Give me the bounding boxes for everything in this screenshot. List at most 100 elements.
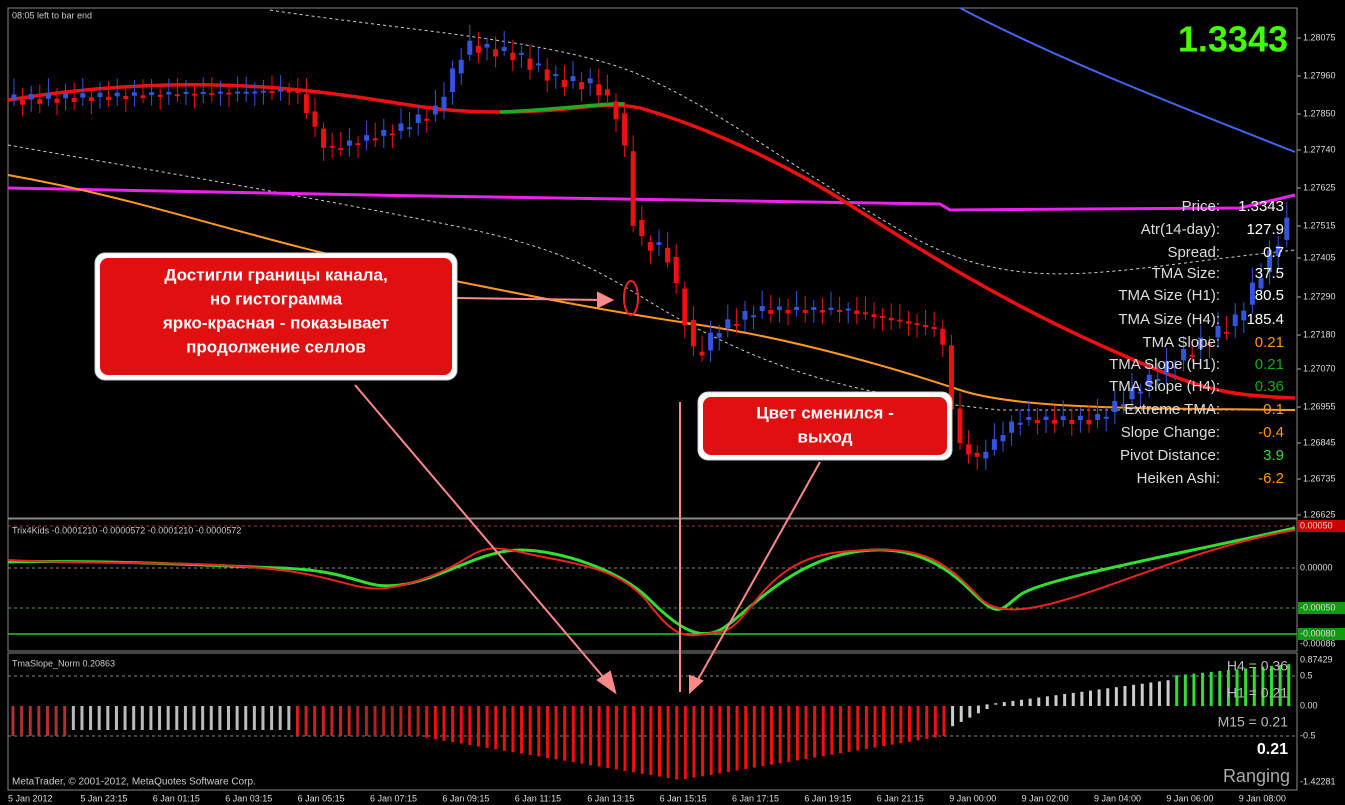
candle-body bbox=[11, 94, 17, 101]
arrowhead bbox=[689, 674, 704, 695]
bar-timer: 08:05 left to bar end bbox=[12, 10, 92, 20]
candle-body bbox=[226, 92, 232, 95]
candle-body bbox=[295, 90, 301, 93]
annotation-text: Достигли границы канала, bbox=[164, 265, 387, 284]
info-value: 0.36 bbox=[1255, 378, 1284, 395]
annotation-text: Цвет сменился - bbox=[756, 403, 893, 422]
info-value: -0.4 bbox=[1258, 424, 1284, 441]
price-label: 1.27070 bbox=[1303, 363, 1336, 373]
axis-badge bbox=[1298, 628, 1345, 640]
candle-body bbox=[1000, 435, 1006, 442]
candle-body bbox=[475, 45, 481, 53]
candle-body bbox=[794, 306, 800, 310]
candle-body bbox=[45, 93, 51, 99]
candle-body bbox=[54, 98, 60, 103]
copyright: MetaTrader, © 2001-2012, MetaQuotes Soft… bbox=[12, 777, 256, 788]
info-label: Spread: bbox=[1167, 244, 1220, 261]
indicator-axis-label: 0.00050 bbox=[1300, 520, 1333, 530]
candle-body bbox=[450, 68, 456, 93]
slope-h4: H4 = 0.36 bbox=[1227, 658, 1288, 674]
arrow bbox=[694, 461, 821, 686]
info-label: TMA Slope (H4): bbox=[1109, 378, 1220, 395]
candle-body bbox=[768, 310, 774, 314]
price-label: 1.26955 bbox=[1303, 401, 1336, 411]
candle-body bbox=[260, 90, 266, 93]
candle-body bbox=[1284, 217, 1290, 240]
candle-body bbox=[441, 96, 447, 111]
highlight-ellipse bbox=[623, 280, 639, 316]
slope-value: 0.21 bbox=[1257, 741, 1288, 758]
candle-body bbox=[1232, 314, 1238, 327]
candle-body bbox=[364, 135, 370, 141]
candle-body bbox=[166, 92, 172, 95]
indicator-axis-label: -0.00050 bbox=[1300, 602, 1336, 612]
candle-body bbox=[1095, 414, 1101, 420]
info-value: 1.3343 bbox=[1238, 198, 1284, 215]
candle-body bbox=[355, 143, 361, 146]
info-label: TMA Slope: bbox=[1142, 334, 1220, 351]
candle-body bbox=[604, 89, 610, 96]
info-label: Extreme TMA: bbox=[1124, 401, 1220, 418]
candle-body bbox=[966, 444, 972, 455]
candle-body bbox=[536, 63, 542, 66]
candle-body bbox=[80, 93, 86, 98]
candle-body bbox=[63, 93, 69, 99]
candle-body bbox=[1258, 278, 1264, 289]
candle-body bbox=[1112, 400, 1118, 413]
annotation-arrows bbox=[354, 291, 821, 695]
candle-body bbox=[493, 49, 499, 57]
candle-body bbox=[845, 308, 851, 311]
info-value: 0.21 bbox=[1255, 356, 1284, 373]
candle-body bbox=[37, 99, 43, 104]
candle-body bbox=[1146, 374, 1152, 387]
candle-body bbox=[570, 76, 576, 82]
candle-body bbox=[114, 92, 120, 97]
time-label: 6 Jan 13:15 bbox=[587, 793, 634, 803]
candle-body bbox=[192, 93, 198, 96]
candle-body bbox=[200, 91, 206, 94]
time-label: 6 Jan 19:15 bbox=[804, 793, 851, 803]
candle-body bbox=[71, 97, 77, 102]
candle-body bbox=[252, 91, 258, 94]
candle-body bbox=[338, 148, 344, 151]
axis-badge bbox=[1298, 602, 1345, 614]
candle-body bbox=[217, 91, 223, 94]
price-label: 1.27290 bbox=[1303, 291, 1336, 301]
candle-body bbox=[389, 133, 395, 136]
candle-body bbox=[424, 118, 430, 121]
info-value: 0.21 bbox=[1255, 334, 1284, 351]
candle-body bbox=[329, 145, 335, 148]
info-label: Slope Change: bbox=[1121, 424, 1220, 441]
candle-body bbox=[312, 111, 318, 127]
info-label: TMA Size: bbox=[1152, 265, 1220, 282]
candle-body bbox=[639, 220, 645, 237]
candle-body bbox=[1129, 387, 1135, 400]
price-label: 1.27515 bbox=[1303, 220, 1336, 230]
candle-body bbox=[905, 321, 911, 324]
info-value: 185.4 bbox=[1246, 311, 1284, 328]
candle-body bbox=[346, 140, 352, 146]
info-label: Heiken Ashi: bbox=[1137, 470, 1220, 487]
candle-body bbox=[286, 90, 292, 93]
candle-body bbox=[398, 123, 404, 131]
price-label: 1.26735 bbox=[1303, 473, 1336, 483]
info-value: 37.5 bbox=[1255, 265, 1284, 282]
candle-body bbox=[871, 314, 877, 318]
time-label: 6 Jan 15:15 bbox=[660, 793, 707, 803]
indicator-axis-label: -0.00080 bbox=[1300, 628, 1336, 638]
candle-body bbox=[1206, 343, 1212, 346]
candle-body bbox=[1224, 331, 1230, 334]
candle-body bbox=[1103, 416, 1109, 419]
time-label: 5 Jan 23:15 bbox=[80, 793, 127, 803]
candle-body bbox=[854, 310, 860, 315]
price-label: 1.26625 bbox=[1303, 509, 1336, 519]
axis-badge bbox=[1298, 520, 1345, 532]
candle-body bbox=[991, 439, 997, 450]
candle-body bbox=[1198, 337, 1204, 349]
candle-body bbox=[174, 94, 180, 97]
candle-body bbox=[656, 242, 662, 245]
candle-body bbox=[587, 78, 593, 84]
indicator-axis-label: -0.00086 bbox=[1300, 638, 1336, 648]
info-label: TMA Size (H1): bbox=[1118, 287, 1220, 304]
info-value: 80.5 bbox=[1255, 287, 1284, 304]
